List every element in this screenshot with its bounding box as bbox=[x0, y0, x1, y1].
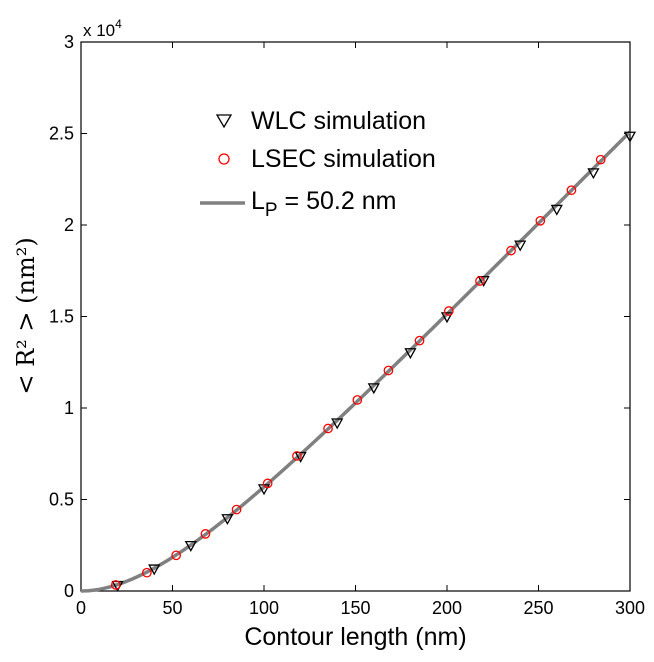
y-tick-label: 0 bbox=[64, 581, 74, 601]
lsec-point bbox=[292, 451, 302, 461]
plot-area bbox=[80, 41, 631, 592]
y-exponent-base: x 10 bbox=[83, 21, 115, 40]
wlc-point bbox=[587, 168, 600, 180]
legend-fit-label-sub: P bbox=[265, 200, 278, 221]
x-tick-label: 0 bbox=[76, 598, 86, 618]
x-axis-label: Contour length (nm) bbox=[244, 623, 466, 651]
wlc-point bbox=[294, 451, 307, 463]
x-tick-label: 50 bbox=[162, 598, 182, 618]
lsec-point bbox=[506, 245, 516, 256]
x-axis-ticks: 0 50 100 150 200 250 300 bbox=[76, 42, 645, 618]
legend: WLC simulation LSEC simulation LP = 50.2… bbox=[200, 107, 436, 221]
y-tick-label: 1 bbox=[64, 398, 74, 418]
wlc-point bbox=[514, 240, 527, 252]
wlc-point bbox=[477, 275, 490, 287]
lsec-point bbox=[110, 580, 121, 590]
wlc-point bbox=[221, 514, 234, 526]
legend-wlc-label: WLC simulation bbox=[251, 107, 426, 135]
lsec-point bbox=[475, 276, 485, 286]
lsec-point bbox=[443, 306, 454, 316]
lsec-point bbox=[171, 550, 182, 561]
y-exponent-label: x 104 bbox=[83, 17, 122, 40]
x-tick-label: 200 bbox=[432, 598, 462, 618]
lsec-point bbox=[383, 365, 394, 376]
legend-lsec-marker bbox=[218, 153, 230, 165]
lsec-point bbox=[323, 423, 333, 434]
legend-fit-label: LP = 50.2 nm bbox=[251, 187, 396, 221]
legend-wlc-marker bbox=[215, 114, 233, 129]
wlc-point bbox=[184, 540, 197, 552]
y-axis-ticks: 0 0.5 1 1.5 2 2.5 3 bbox=[49, 32, 630, 601]
x-tick-label: 150 bbox=[340, 598, 370, 618]
x-tick-label: 100 bbox=[249, 598, 279, 618]
y-axis-label: < R² > (nm²) bbox=[12, 237, 40, 394]
lsec-point bbox=[566, 185, 577, 196]
lsec-point bbox=[142, 567, 152, 578]
lsec-point bbox=[414, 335, 425, 346]
wlc-point bbox=[440, 312, 454, 324]
wlc-point bbox=[367, 383, 380, 395]
lsec-point bbox=[595, 154, 606, 165]
wlc-point bbox=[404, 348, 417, 360]
wlc-point bbox=[148, 564, 161, 576]
y-tick-label: 2.5 bbox=[49, 124, 74, 144]
legend-fit-label-main: L bbox=[251, 187, 265, 215]
lsec-point bbox=[352, 395, 363, 405]
lsec-point bbox=[535, 215, 546, 226]
lsec-point bbox=[200, 529, 211, 539]
wlc-point bbox=[623, 131, 637, 143]
y-tick-label: 2 bbox=[64, 215, 74, 235]
lsec-point bbox=[262, 478, 273, 489]
y-exponent-power: 4 bbox=[115, 17, 122, 31]
wlc-point bbox=[550, 204, 563, 216]
y-tick-label: 0.5 bbox=[49, 490, 74, 510]
lsec-series bbox=[110, 154, 606, 590]
y-tick-label: 1.5 bbox=[49, 307, 74, 327]
legend-fit-label-suffix: = 50.2 nm bbox=[278, 187, 397, 215]
y-tick-label: 3 bbox=[64, 32, 74, 52]
legend-lsec-label: LSEC simulation bbox=[251, 145, 436, 173]
x-tick-label: 250 bbox=[523, 598, 553, 618]
x-tick-label: 300 bbox=[615, 598, 645, 618]
lsec-point bbox=[231, 504, 242, 515]
wlc-point bbox=[331, 418, 344, 430]
